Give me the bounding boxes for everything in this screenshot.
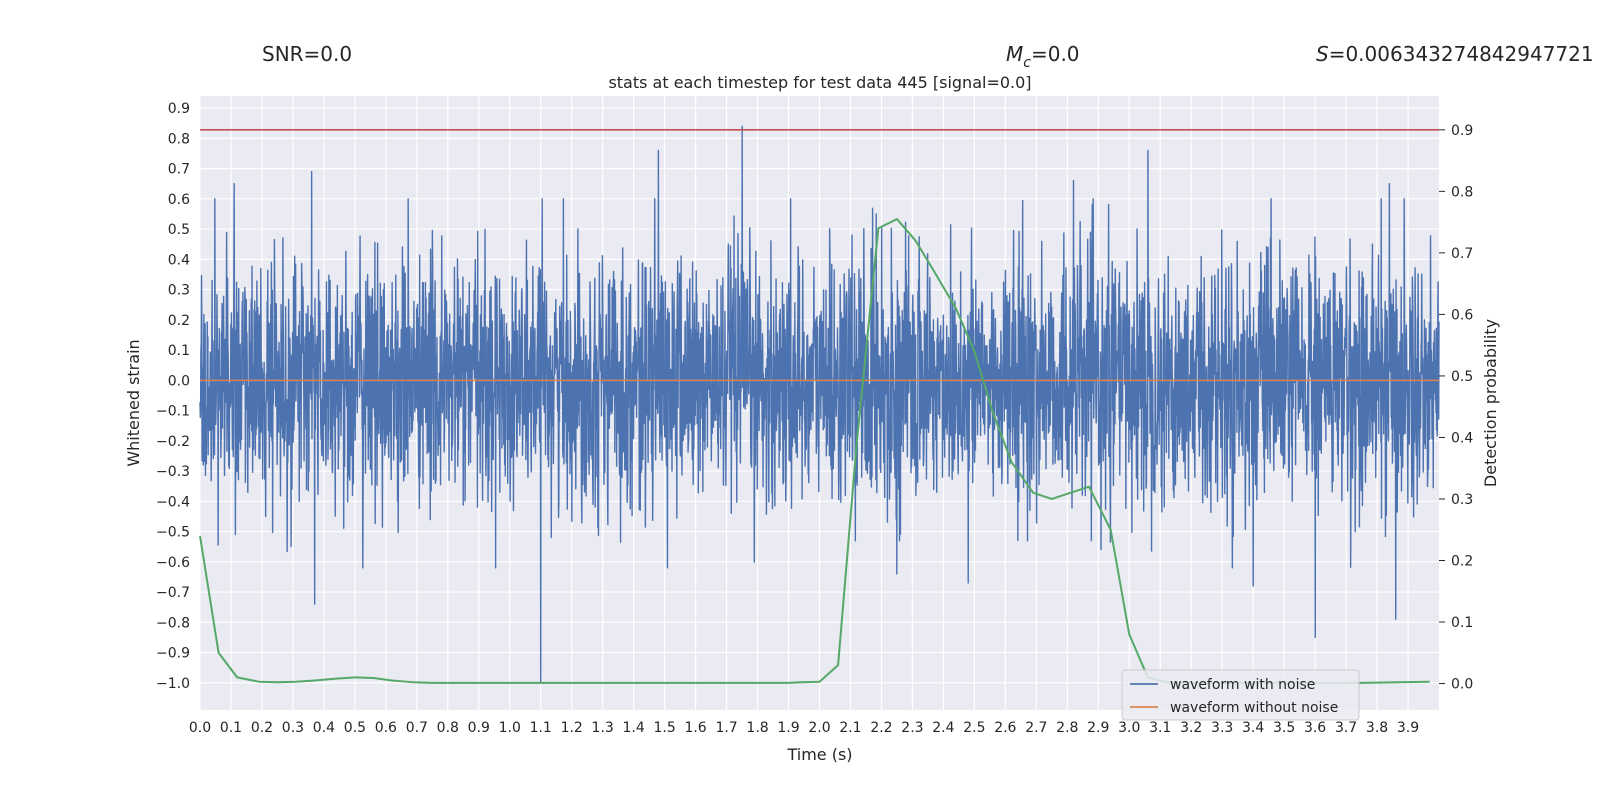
x-tick-label: 0.9 (468, 720, 490, 736)
chirp-mass-stat: Mc=0.0 (1006, 42, 1080, 71)
right-tick-label: 0.9 (1451, 123, 1473, 139)
x-tick-label: 3.3 (1211, 720, 1233, 736)
x-tick-label: 0.7 (406, 720, 428, 736)
x-tick-label: 3.1 (1149, 720, 1171, 736)
right-tick-label: 0.8 (1451, 184, 1473, 200)
probability-group (199, 218, 1430, 684)
series-line-noisy-waveform (199, 125, 1440, 684)
x-tick-label: 2.6 (994, 720, 1016, 736)
chart-title: stats at each timestep for test data 445… (608, 73, 1031, 92)
left-tick-label: 0.1 (168, 343, 190, 359)
x-tick-label: 1.7 (715, 720, 737, 736)
x-tick-label: 2.3 (901, 720, 923, 736)
x-tick-label: 0.3 (282, 720, 304, 736)
x-tick-label: 0.0 (189, 720, 211, 736)
left-tick-label: 0.3 (168, 283, 190, 299)
left-axis-ticks: 0.9 0.8 0.7 0.6 0.5 0.4 0.3 0.2 0.1 0.0 −0.1 −0.2 −0… (156, 101, 190, 692)
right-tick-label: 0.4 (1451, 430, 1473, 446)
legend-box (1121, 669, 1360, 721)
left-tick-label: 0.9 (168, 101, 190, 117)
x-tick-label: 1.0 (499, 720, 521, 736)
right-axis-ticks: 0.9 0.8 0.7 0.6 0.5 0.4 0.3 0.2 0.1 0.0 (1439, 123, 1473, 693)
left-tick-label: 0.0 (168, 373, 190, 389)
x-tick-label: 1.5 (653, 720, 675, 736)
right-tick-label: 0.5 (1451, 369, 1473, 385)
x-tick-label: 2.8 (1056, 720, 1078, 736)
left-tick-label: −0.3 (156, 464, 190, 480)
right-tick-label: 0.2 (1451, 553, 1473, 569)
x-tick-label: 1.6 (684, 720, 706, 736)
left-tick-label: −1.0 (156, 676, 190, 692)
x-tick-label: 1.2 (561, 720, 583, 736)
right-tick-label: 0.0 (1451, 677, 1473, 693)
left-tick-label: 0.7 (168, 162, 190, 178)
left-tick-label: −0.6 (156, 555, 190, 571)
x-tick-label: 2.5 (963, 720, 985, 736)
x-tick-label: 2.2 (870, 720, 892, 736)
x-tick-label: 0.6 (375, 720, 397, 736)
left-tick-label: −0.1 (156, 404, 190, 420)
x-tick-label: 0.2 (251, 720, 273, 736)
s-stat: S=0.006343274842947721 (1316, 42, 1594, 66)
chirp-mass-value: =0.0 (1031, 42, 1080, 66)
x-tick-label: 3.5 (1273, 720, 1295, 736)
x-tick-label: 1.9 (777, 720, 799, 736)
stat-header: SNR=0.0 Mc=0.0 S=0.006343274842947721 (262, 42, 1594, 71)
left-tick-label: 0.2 (168, 313, 190, 329)
right-tick-label: 0.1 (1451, 615, 1473, 631)
left-tick-label: 0.8 (168, 131, 190, 147)
left-tick-label: −0.5 (156, 525, 190, 541)
x-tick-label: 1.3 (592, 720, 614, 736)
chirp-mass-subscript: c (1023, 55, 1031, 71)
right-tick-label: 0.6 (1451, 307, 1473, 323)
x-tick-label: 3.2 (1180, 720, 1202, 736)
left-tick-label: −0.4 (156, 494, 190, 510)
x-tick-label: 2.0 (808, 720, 830, 736)
x-tick-label: 2.1 (839, 720, 861, 736)
left-tick-label: −0.8 (156, 615, 190, 631)
left-tick-label: 0.5 (168, 222, 190, 238)
x-tick-label: 3.7 (1335, 720, 1357, 736)
legend: waveform with noise waveform without nois… (1121, 669, 1360, 721)
left-tick-label: 0.6 (168, 192, 190, 208)
x-tick-label: 0.4 (313, 720, 335, 736)
left-tick-label: −0.2 (156, 434, 190, 450)
left-tick-label: −0.7 (156, 585, 190, 601)
right-tick-label: 0.7 (1451, 246, 1473, 262)
x-axis-label: Time (s) (786, 745, 852, 764)
x-tick-label: 0.5 (344, 720, 366, 736)
chirp-mass-symbol: M (1006, 42, 1023, 66)
x-tick-label: 3.4 (1242, 720, 1264, 736)
noise-waveform-group (199, 125, 1440, 684)
right-axis-label: Detection probability (1481, 319, 1500, 487)
x-axis-ticks: 0.0 0.1 0.2 0.3 0.4 0.5 0.6 0.7 0.8 0.9 1.0 1.1 1.2 1… (189, 720, 1419, 736)
x-tick-label: 1.4 (623, 720, 645, 736)
legend-entry-label: waveform without noise (1170, 700, 1338, 716)
series-line-detection-probability (199, 218, 1430, 684)
x-tick-label: 3.6 (1304, 720, 1326, 736)
legend-entry-label: waveform with noise (1170, 677, 1315, 693)
x-tick-label: 1.8 (746, 720, 768, 736)
s-stat-value: =0.006343274842947721 (1329, 42, 1594, 66)
x-tick-label: 3.8 (1366, 720, 1388, 736)
right-tick-label: 0.3 (1451, 492, 1473, 508)
x-tick-label: 3.0 (1118, 720, 1140, 736)
x-tick-label: 2.9 (1087, 720, 1109, 736)
left-tick-label: 0.4 (168, 252, 190, 268)
x-tick-label: 1.1 (530, 720, 552, 736)
x-tick-label: 3.9 (1397, 720, 1419, 736)
left-tick-label: −0.9 (156, 646, 190, 662)
x-tick-label: 2.7 (1025, 720, 1047, 736)
x-tick-label: 2.4 (932, 720, 954, 736)
x-tick-label: 0.1 (220, 720, 242, 736)
s-stat-symbol: S (1316, 42, 1329, 66)
snr-stat: SNR=0.0 (262, 42, 352, 66)
x-tick-label: 0.8 (437, 720, 459, 736)
left-axis-label: Whitened strain (124, 339, 143, 466)
